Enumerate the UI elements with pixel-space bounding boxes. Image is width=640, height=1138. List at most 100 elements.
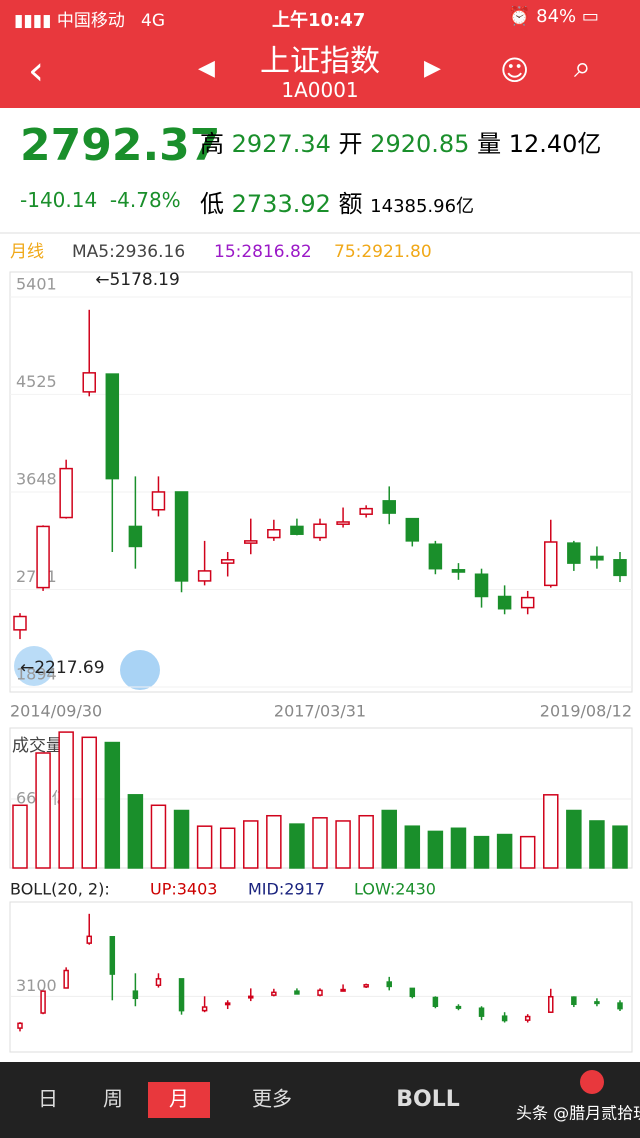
candle-body [382,500,396,514]
volume-bar [566,809,582,869]
candle-body-boll [248,995,254,999]
carrier-name: 中国移动 [56,11,125,31]
candle-body [520,596,535,609]
candle-body-boll [317,989,323,996]
quote-row-2: 低 2733.92 额 14385.96亿 [200,184,474,219]
candle-body-boll [86,935,92,944]
candle-body-boll [386,981,392,988]
bottom-bar [0,1062,640,1138]
candle-body [451,569,466,573]
min-label: ←2217.69 [20,658,105,678]
candle-body-boll [455,1005,462,1009]
period: 月线 [10,242,44,262]
boll-up: UP:3403 [150,880,217,899]
candle-body [405,517,420,542]
volume-bar [335,820,351,869]
candle-body-boll [363,984,369,988]
volume-title: 成交量 [12,736,63,756]
header-bar [0,0,640,108]
prev-button[interactable]: ◀ [198,56,215,81]
boll-tick-label: 3100 [16,976,57,995]
candle-body-boll [548,995,554,1013]
candle-body-boll [294,990,300,995]
candle-body-boll [501,1015,508,1022]
boll-low: LOW:2430 [354,880,436,899]
volume-bar [173,809,190,869]
label: 低 [200,190,224,218]
volume-bar [219,827,236,869]
volume-bar [312,817,328,869]
candle-body-boll [63,969,69,989]
carrier: ▮▮▮▮ 中国移动 4G [14,11,166,31]
tab[interactable]: 周 [103,1087,123,1111]
candle-body-boll [617,1002,623,1010]
legend-entry: 15:2816.82 [214,242,312,262]
zoom-button[interactable] [14,646,54,686]
record-button[interactable] [580,1070,604,1094]
candle-body [590,555,604,561]
candle-body-boll [155,978,162,986]
value: 12.40亿 [508,130,602,158]
candle-body [244,540,258,544]
volume-bar [589,820,605,869]
divider [0,232,640,234]
label: 量 [477,130,502,158]
candle-body [82,372,96,393]
tab[interactable]: 月 [169,1087,189,1111]
battery-level: 84% [536,6,577,27]
candle-body [197,570,212,582]
value: 2733.92 [231,190,331,218]
legend-entry: 75:2921.80 [334,242,432,262]
x-label: 2019/08/12 [540,702,632,721]
y-tick-label: 1894 [16,665,57,684]
volume-bar [404,825,421,869]
next-button[interactable]: ▶ [424,56,441,81]
volume-bar [358,814,374,869]
volume-bar [266,814,282,869]
search-button[interactable]: ⌕ [574,50,591,85]
volume-bar [519,835,536,869]
candle-body [567,542,581,564]
volume-bar [381,809,397,869]
candle-body [174,491,189,582]
volume-bar [12,804,28,869]
label: 高 [200,130,224,158]
volume-bar [427,830,444,869]
candle-body [13,615,27,631]
candle-body-boll [40,990,46,1014]
volume-bar [196,825,213,869]
volume-bar [104,741,121,869]
candle-body [220,559,235,564]
zoom-button[interactable] [120,650,160,690]
tab[interactable]: 更多 [252,1087,292,1111]
candle-body-boll [17,1022,23,1029]
robot-button[interactable]: ☺ [500,54,530,87]
candle-body-boll [571,996,577,1006]
candle-body [359,507,373,515]
candle-body [428,543,443,570]
candle-body-boll [409,987,416,998]
watermark: 头条 @腊月贰拾玖 [516,1104,640,1123]
candle-body-boll [224,1002,231,1006]
main-frame [9,271,633,693]
candle-body-boll [340,988,346,992]
volume-bar [127,794,144,869]
change: -140.14 -4.78% [20,188,181,212]
candle-body-boll [478,1007,485,1017]
page-title: 上证指数 [260,44,380,79]
change-value: -140.14 [20,188,98,212]
x-label: 2017/03/31 [274,702,366,721]
candle-body-boll [271,991,277,996]
boll-frame [9,901,633,1053]
volume-bar [543,794,559,869]
tab[interactable]: 日 [38,1087,58,1111]
value: 2927.34 [231,130,331,158]
candle-body [128,525,143,548]
volume-bar [243,820,259,869]
y-tick-label: 5401 [16,275,57,294]
tab[interactable]: BOLL [396,1087,460,1112]
active-tab[interactable] [148,1082,210,1118]
candle-body [59,467,73,519]
back-button[interactable]: ‹ [28,48,44,94]
